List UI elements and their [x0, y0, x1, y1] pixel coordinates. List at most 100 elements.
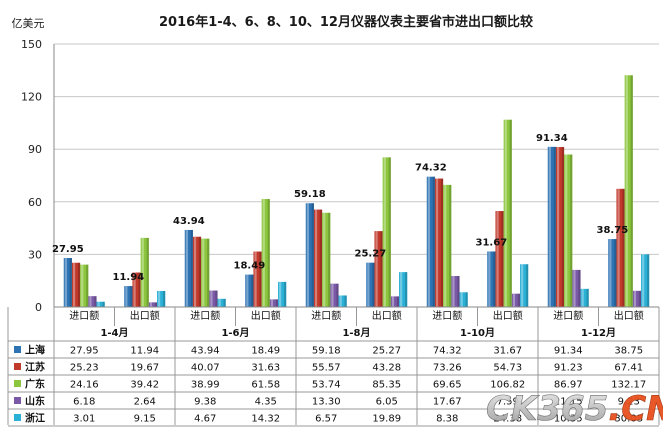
bar-shade	[130, 286, 133, 307]
bar-shade	[251, 274, 254, 307]
bar-shade	[275, 299, 279, 307]
bar-body	[443, 184, 452, 307]
bar-highlight	[581, 288, 584, 307]
bar-shade	[630, 75, 633, 307]
bar-highlight	[573, 269, 576, 307]
table-cell: 18.49	[251, 346, 280, 357]
data-label: 31.67	[476, 237, 508, 248]
bar-highlight	[125, 286, 128, 307]
bar-highlight	[331, 283, 334, 307]
watermark-logo: CK365.CN	[486, 389, 663, 429]
bar-shade	[198, 236, 202, 307]
bar-body	[503, 119, 512, 308]
table-cell: 6.05	[376, 397, 398, 408]
legend-swatch	[14, 414, 21, 421]
bar-body	[217, 298, 226, 307]
legend-label: 广东	[25, 378, 45, 391]
bar-上海-1	[124, 286, 133, 307]
bar-浙江-6	[459, 292, 468, 307]
bar-山东-7	[511, 293, 521, 307]
watermark-text-b: .CN	[608, 389, 663, 429]
bar-highlight	[367, 262, 370, 307]
bar-body	[192, 236, 202, 307]
x-tick-label: 进口额	[69, 309, 99, 322]
table-cell: 30.03	[614, 414, 643, 425]
bar-body	[245, 274, 254, 307]
bar-shade	[372, 262, 375, 307]
bar-highlight	[193, 236, 197, 307]
bar-浙江-9	[641, 254, 650, 307]
bar-shade	[396, 296, 400, 307]
bar-shade	[638, 290, 642, 307]
x-group-label: 1-6月	[221, 327, 249, 339]
x-group-label: 1-12月	[581, 327, 616, 339]
bar-body	[459, 292, 468, 307]
bar-上海-7	[487, 251, 496, 307]
bar-highlight	[97, 301, 100, 307]
bar-highlight	[314, 209, 318, 307]
table-cell: 6.18	[73, 397, 95, 408]
bar-highlight	[642, 254, 645, 307]
bar-shade	[570, 154, 573, 307]
table-cell: 3.01	[73, 414, 95, 425]
table-cell: 85.35	[372, 380, 401, 391]
bar-highlight	[427, 176, 430, 307]
bar-浙江-3	[278, 281, 287, 307]
table-cell: 61.58	[251, 380, 280, 391]
bar-highlight	[149, 302, 153, 307]
bar-shade	[440, 178, 444, 307]
table-cell: 24.16	[70, 380, 99, 391]
table-cell: 39.42	[130, 380, 159, 391]
bar-highlight	[504, 119, 507, 308]
table-cell: 4.35	[255, 397, 277, 408]
table-cell: 91.34	[554, 346, 583, 357]
legend-label: 山东	[25, 395, 45, 408]
bar-广东-4	[322, 212, 331, 307]
data-label: 43.94	[173, 216, 205, 227]
legend-label: 江苏	[25, 361, 45, 374]
bar-广东-7	[503, 119, 512, 308]
bar-body	[495, 211, 504, 307]
bar-江苏-8	[555, 147, 565, 307]
data-label: 38.75	[597, 225, 629, 236]
bar-shade	[154, 302, 158, 307]
bar-shade	[319, 209, 323, 307]
table-cell: 55.57	[312, 363, 341, 374]
bar-highlight	[89, 296, 92, 307]
bar-highlight	[391, 296, 395, 307]
bar-highlight	[306, 203, 309, 307]
table-cell: 53.74	[312, 380, 341, 391]
table-cell: 11.94	[130, 346, 159, 357]
chart-title: 2016年1-4、6、8、10、12月仪器仪表主要省市进出口额比较	[159, 14, 533, 30]
bar-highlight	[339, 295, 342, 307]
y-axis-label: 亿美元	[12, 17, 45, 30]
bar-shade	[284, 281, 287, 307]
bar-highlight	[383, 157, 386, 307]
bar-highlight	[625, 75, 628, 307]
bar-highlight	[133, 272, 136, 307]
bar-body	[511, 293, 521, 307]
bar-shade	[517, 293, 521, 307]
bar-body	[80, 264, 89, 307]
bar-highlight	[323, 212, 326, 307]
bar-highlight	[72, 262, 76, 307]
bar-shade	[647, 254, 650, 307]
bar-上海-8	[547, 146, 556, 307]
bar-shade	[215, 290, 218, 307]
bar-body	[88, 296, 97, 307]
bar-body	[313, 209, 323, 307]
bar-shade	[344, 295, 347, 307]
x-tick-label: 进口额	[432, 309, 462, 322]
bar-body	[366, 262, 375, 307]
bar-body	[269, 299, 279, 307]
bar-shade	[336, 283, 339, 307]
bar-body	[157, 290, 166, 307]
table-cell: 9.23	[618, 397, 640, 408]
legend-swatch	[14, 363, 21, 370]
bar-shade	[311, 203, 314, 307]
bar-body	[96, 301, 105, 307]
bar-shade	[465, 292, 468, 307]
table-cell: 8.38	[436, 414, 458, 425]
x-tick-label: 出口额	[493, 309, 523, 322]
bar-shade	[267, 199, 270, 307]
